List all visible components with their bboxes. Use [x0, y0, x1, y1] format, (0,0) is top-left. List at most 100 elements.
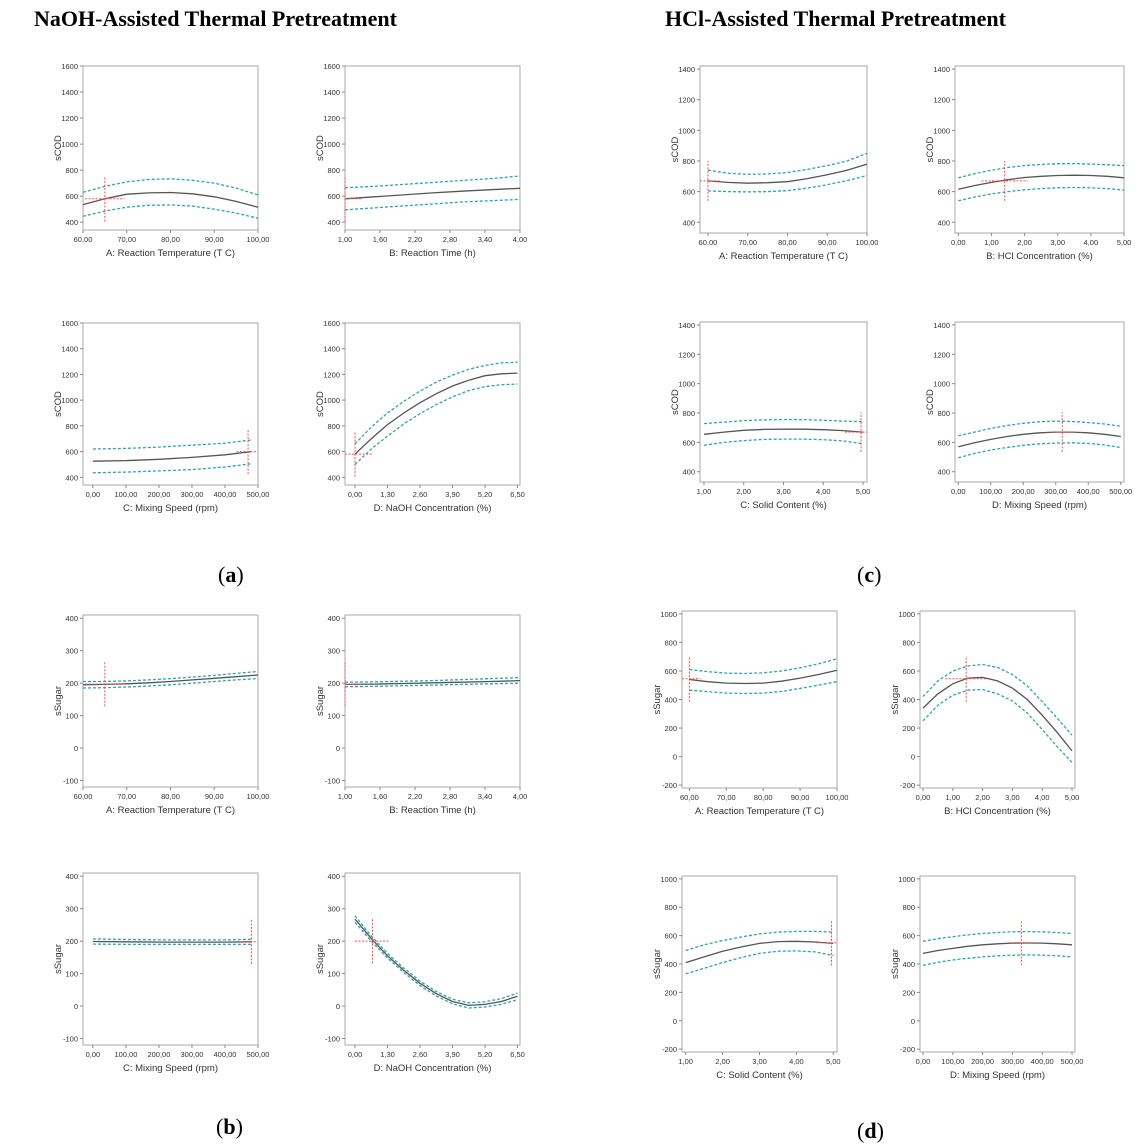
y-tick-label: 400: [902, 696, 915, 705]
x-tick-label: 70,00: [117, 792, 136, 801]
x-tick-label: 4,00: [789, 1057, 804, 1066]
x-tick-label: 500,00: [247, 490, 270, 499]
fit-line: [958, 174, 1125, 190]
chart-a-time-scod: 400 600 800 1000 1200 1400 1600 1,00 1,60 2,20 2,8…: [315, 62, 527, 259]
x-axis-label: C: Solid Content (%): [740, 500, 827, 511]
y-tick-label: 400: [327, 218, 340, 227]
plot-frame: [344, 322, 521, 486]
heading-naoh: NaOH-Assisted Thermal Pretreatment: [34, 6, 397, 31]
x-tick-label: 80,00: [778, 238, 797, 247]
x-tick-label: 90,00: [818, 238, 837, 247]
plot-frame: [82, 872, 259, 1046]
confidence-band-line: [922, 663, 1073, 736]
x-tick-label: 100,00: [826, 793, 849, 802]
fit-line: [344, 187, 521, 200]
x-tick-label: 200,00: [1012, 487, 1035, 496]
y-axis-label: sSugar: [652, 684, 663, 714]
y-tick-label: 300: [65, 647, 78, 656]
y-axis-label: sSugar: [890, 684, 901, 714]
x-tick-label: 0,00: [916, 1057, 931, 1066]
y-tick-label: 400: [65, 473, 78, 482]
y-tick-label: 200: [664, 988, 677, 997]
x-tick-label: 2,00: [975, 793, 990, 802]
x-tick-label: 3,00: [776, 487, 791, 496]
plot-frame: [919, 875, 1076, 1053]
y-tick-label: 400: [664, 696, 677, 705]
y-tick-label: 200: [327, 679, 340, 688]
fit-line: [354, 918, 518, 1007]
panel-label-d: (d): [857, 1118, 884, 1143]
x-tick-label: 5,00: [856, 487, 871, 496]
y-tick-label: 600: [65, 192, 78, 201]
chart-b-naoh-ssugar: -100 0 100 200 300 400 0,00 1,30 2,60 3,90 5,20 6,5…: [315, 872, 525, 1074]
chart-d-temperature-ssugar: -200 0 200 400 600 800 1000 60,00 70,00 80,00 90,0…: [652, 610, 849, 817]
y-tick-label: -200: [900, 1045, 915, 1054]
fit-line: [82, 674, 259, 686]
plot-frame: [681, 875, 838, 1053]
y-tick-label: 400: [682, 218, 695, 227]
y-tick-label: 400: [327, 614, 340, 623]
fit-line: [707, 163, 868, 184]
y-tick-label: 600: [664, 667, 677, 676]
chart-d-hcl-ssugar: -200 0 200 400 600 800 1000 0,00 1,00 2,00 3,00 4,0…: [890, 610, 1079, 817]
y-tick-label: 1600: [61, 319, 78, 328]
y-tick-label: 300: [327, 905, 340, 914]
y-tick-label: 200: [664, 724, 677, 733]
confidence-band-line: [344, 175, 521, 189]
x-tick-label: 90,00: [205, 235, 224, 244]
y-tick-label: 0: [673, 1017, 677, 1026]
x-tick-label: 1,60: [373, 235, 388, 244]
y-tick-label: 600: [937, 188, 950, 197]
y-tick-label: 1600: [61, 62, 78, 71]
x-tick-label: 60,00: [699, 238, 718, 247]
x-tick-label: 3,40: [478, 792, 493, 801]
x-tick-label: 500,00: [247, 1050, 270, 1059]
x-tick-label: 70,00: [717, 793, 736, 802]
x-tick-label: 100,00: [114, 1050, 137, 1059]
y-tick-label: 0: [336, 744, 340, 753]
y-tick-label: 600: [682, 188, 695, 197]
confidence-band-line: [344, 198, 521, 211]
y-tick-label: 1000: [933, 126, 950, 135]
confidence-band-line: [344, 676, 521, 683]
x-tick-label: 5,20: [478, 1050, 493, 1059]
y-tick-label: 400: [937, 218, 950, 227]
plot-frame: [954, 65, 1125, 234]
x-tick-label: 1,00: [945, 793, 960, 802]
x-tick-label: 5,20: [478, 490, 493, 499]
x-tick-label: 0,00: [951, 487, 966, 496]
x-tick-label: 1,00: [678, 1057, 693, 1066]
confidence-band-line: [707, 152, 868, 175]
x-tick-label: 100,00: [979, 487, 1002, 496]
y-axis-label: sCOD: [315, 135, 326, 161]
confidence-band-line: [922, 930, 1073, 942]
y-tick-label: 400: [902, 960, 915, 969]
x-tick-label: 1,30: [380, 1050, 395, 1059]
plot-frame: [82, 614, 259, 788]
confidence-band-line: [958, 420, 1121, 437]
x-axis-label: B: Reaction Time (h): [389, 248, 476, 259]
fit-line: [703, 428, 864, 435]
y-tick-label: 1200: [678, 350, 695, 359]
y-tick-label: 1200: [61, 370, 78, 379]
y-tick-label: 800: [664, 638, 677, 647]
y-tick-label: -100: [325, 1035, 340, 1044]
fit-line: [354, 372, 518, 455]
y-tick-label: 400: [65, 218, 78, 227]
confidence-band-line: [354, 383, 518, 465]
y-tick-label: 200: [902, 724, 915, 733]
fit-line: [344, 679, 521, 686]
x-tick-label: 100,00: [941, 1057, 964, 1066]
confidence-band-line: [685, 930, 834, 952]
x-tick-label: 0,00: [86, 1050, 101, 1059]
y-tick-label: 1000: [660, 875, 677, 884]
y-tick-label: 0: [74, 1002, 78, 1011]
y-tick-label: 1400: [933, 65, 950, 74]
x-tick-label: 100,00: [247, 235, 270, 244]
y-tick-label: 1000: [678, 126, 695, 135]
x-axis-label: A: Reaction Temperature (T C): [106, 248, 235, 259]
fit-line: [922, 676, 1073, 752]
x-axis-label: B: HCl Concentration (%): [986, 251, 1093, 262]
x-tick-label: 3,00: [1005, 793, 1020, 802]
x-tick-label: 3,90: [445, 490, 460, 499]
